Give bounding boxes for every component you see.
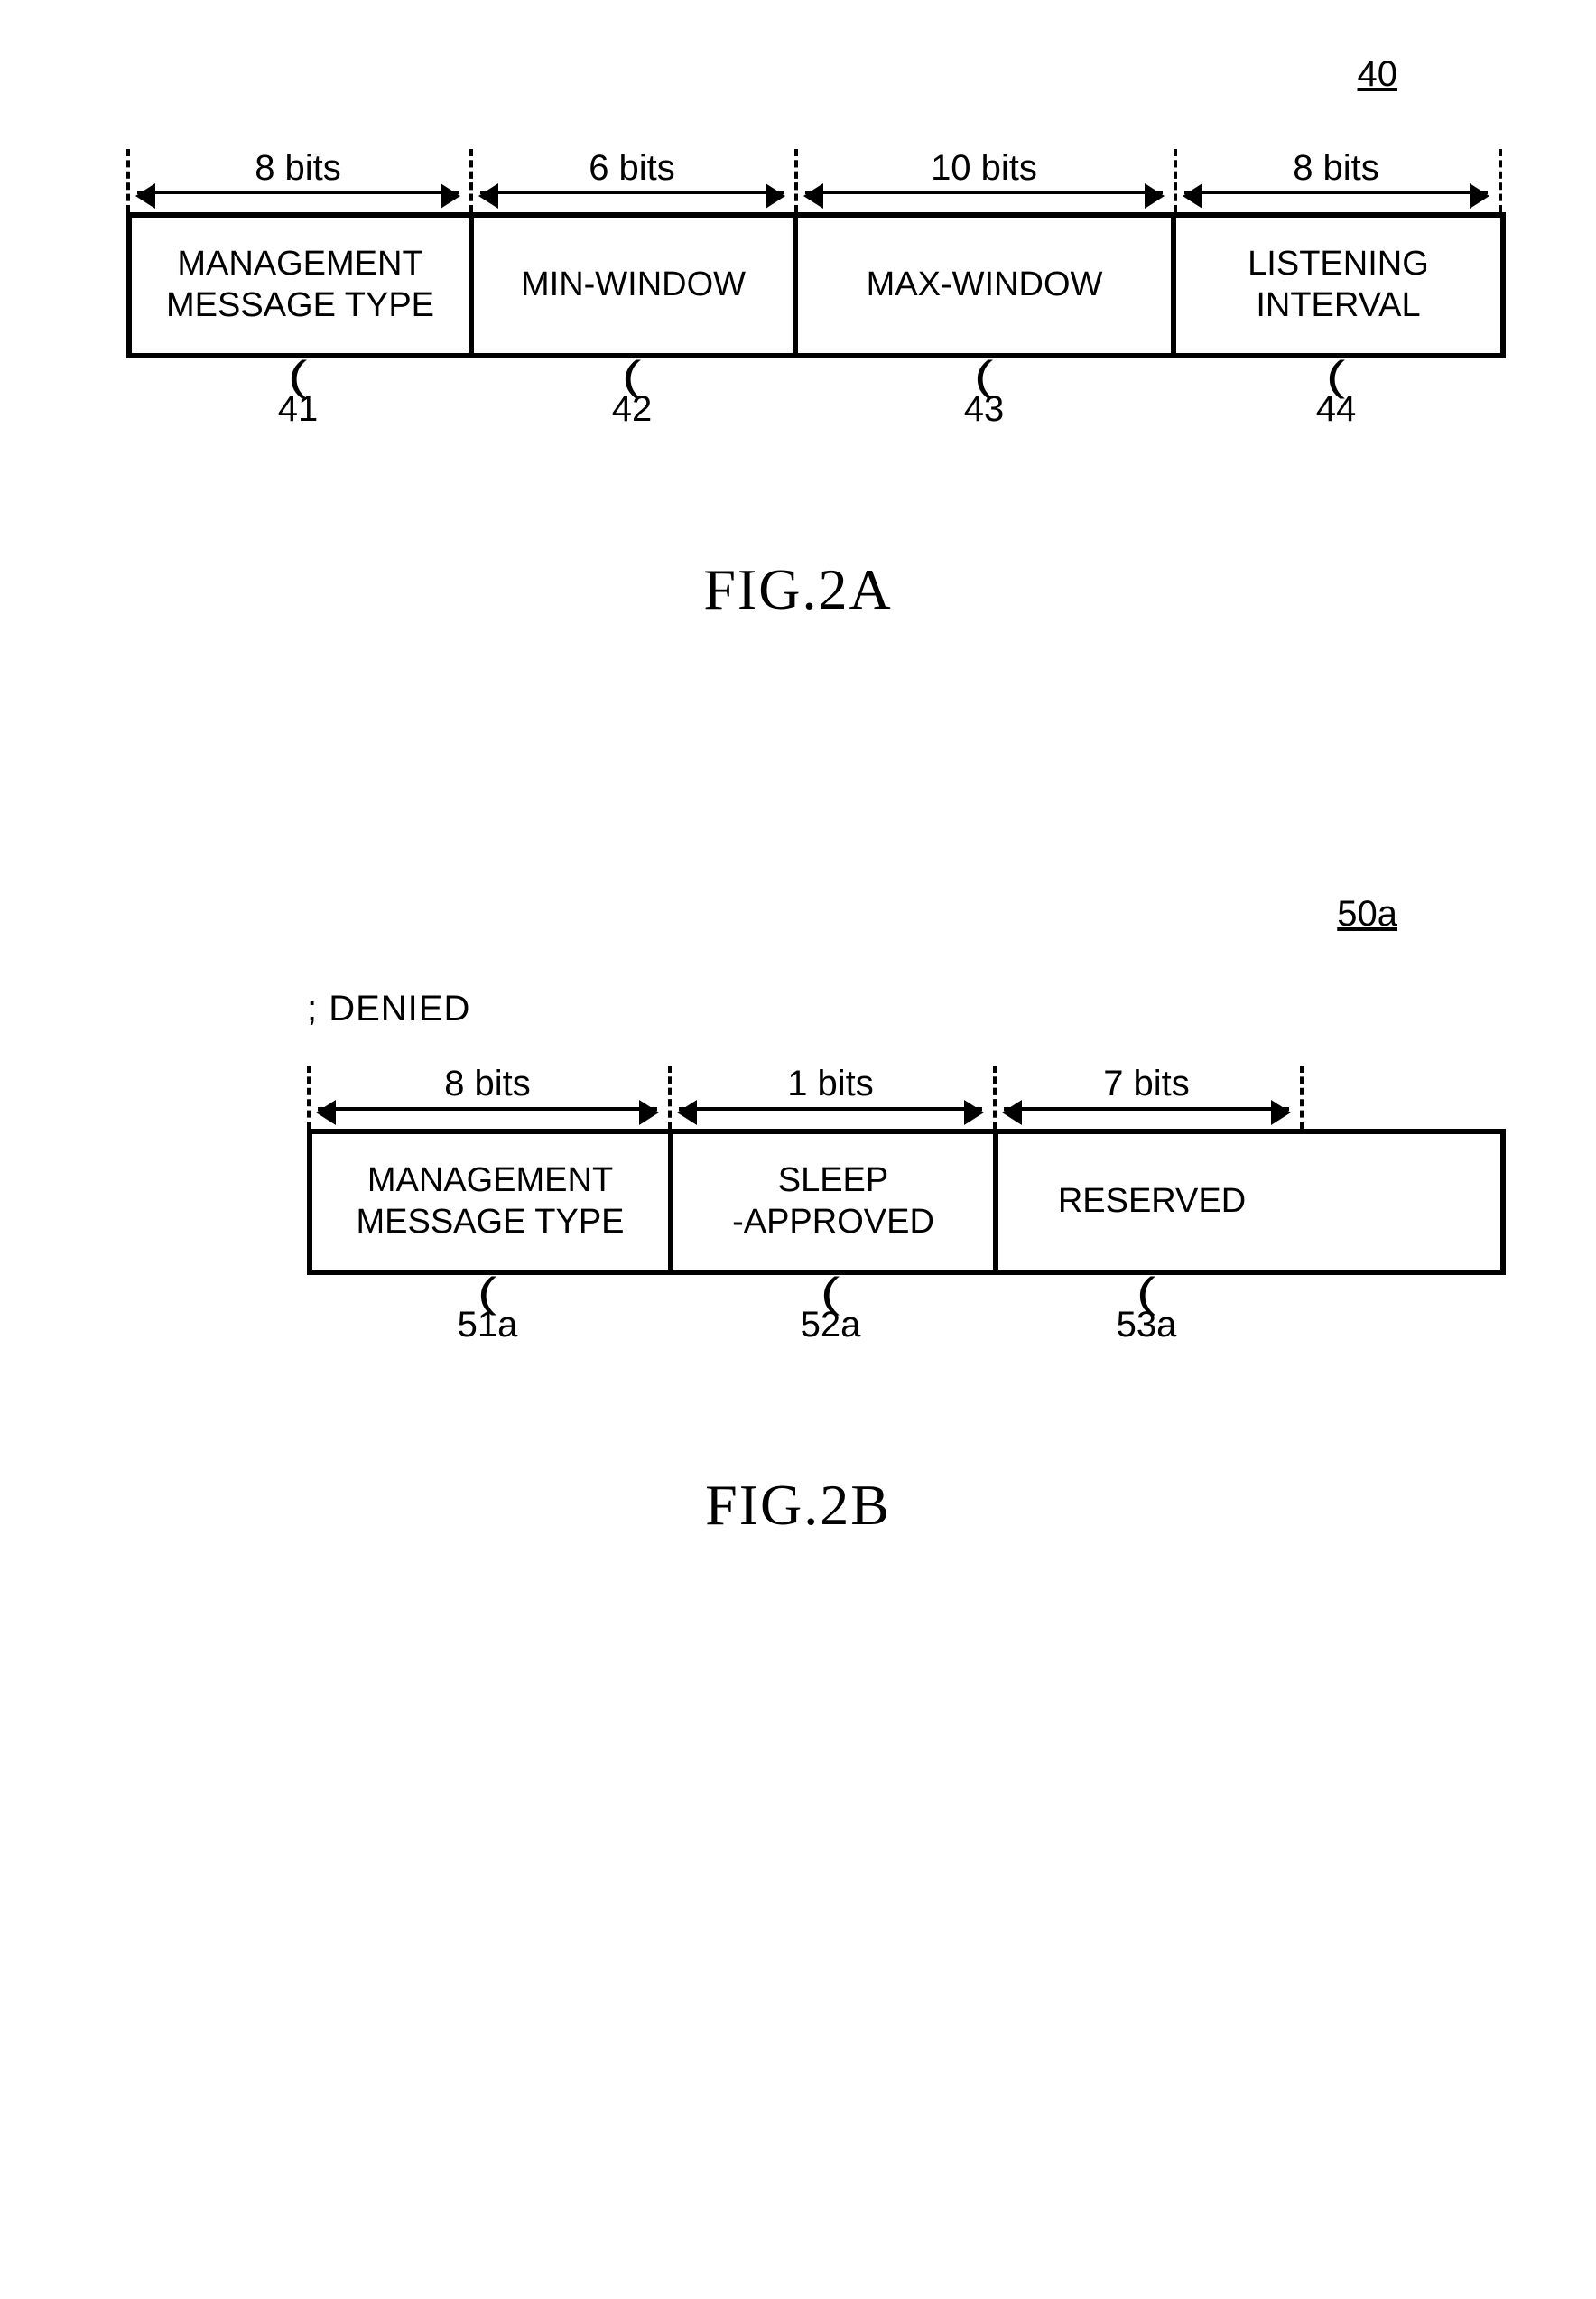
field-management-message-type: MANAGEMENTMESSAGE TYPE: [132, 218, 474, 353]
ref-cell: (43: [794, 364, 1174, 430]
bits-cell: 1 bits: [668, 1066, 993, 1129]
figure-2b: 50a ; DENIED 8 bits 1 bits 7 bits MANAGE…: [90, 894, 1506, 1540]
bits-label: 10 bits: [925, 148, 1043, 189]
bits-label: 8 bits: [439, 1064, 536, 1104]
format-title-slp-rsp: ; DENIED: [307, 989, 1506, 1029]
bits-cell: 8 bits: [126, 149, 469, 212]
ref-cell: (42: [469, 364, 794, 430]
bits-row: 8 bits 1 bits 7 bits: [307, 1066, 1506, 1129]
bits-cell: 8 bits: [1174, 149, 1499, 212]
ref-cell: (44: [1174, 364, 1499, 430]
field-sleep-approved: SLEEP-APPROVED: [673, 1134, 998, 1270]
fields-row: MANAGEMENTMESSAGE TYPE MIN-WINDOW MAX-WI…: [126, 212, 1506, 358]
field-max-window: MAX-WINDOW: [798, 218, 1176, 353]
refs-row: (41 (42 (43 (44: [126, 364, 1506, 430]
figure-id-50a: 50a: [90, 894, 1397, 935]
bits-label: 7 bits: [1098, 1064, 1195, 1104]
bits-cell: 10 bits: [794, 149, 1174, 212]
field-management-message-type: MANAGEMENTMESSAGE TYPE: [312, 1134, 673, 1270]
bits-label: 1 bits: [782, 1064, 879, 1104]
caption-fig-2b: FIG.2B: [90, 1472, 1506, 1539]
bits-cell: 8 bits: [307, 1066, 668, 1129]
field-reserved: RESERVED: [998, 1134, 1305, 1270]
bits-row: 8 bits 6 bits 10 bits 8 bits: [126, 149, 1506, 212]
figure-2a: 40 8 bits 6 bits 10 bits 8 bits MANAGEME…: [90, 54, 1506, 623]
ref-cell: (41: [126, 364, 469, 430]
field-min-window: MIN-WINDOW: [474, 218, 798, 353]
bits-cell: 6 bits: [469, 149, 794, 212]
ref-cell: (53a: [993, 1280, 1300, 1346]
refs-row: (51a (52a (53a: [307, 1280, 1506, 1346]
bits-label: 8 bits: [1287, 148, 1385, 189]
bits-cell: 7 bits: [993, 1066, 1300, 1129]
fields-row: MANAGEMENTMESSAGE TYPE SLEEP-APPROVED RE…: [307, 1129, 1506, 1275]
field-listening-interval: LISTENINGINTERVAL: [1176, 218, 1500, 353]
bits-label: 8 bits: [249, 148, 347, 189]
figure-id-40: 40: [90, 54, 1397, 95]
bits-label: 6 bits: [583, 148, 681, 189]
caption-fig-2a: FIG.2A: [90, 556, 1506, 623]
ref-cell: (52a: [668, 1280, 993, 1346]
ref-cell: (51a: [307, 1280, 668, 1346]
